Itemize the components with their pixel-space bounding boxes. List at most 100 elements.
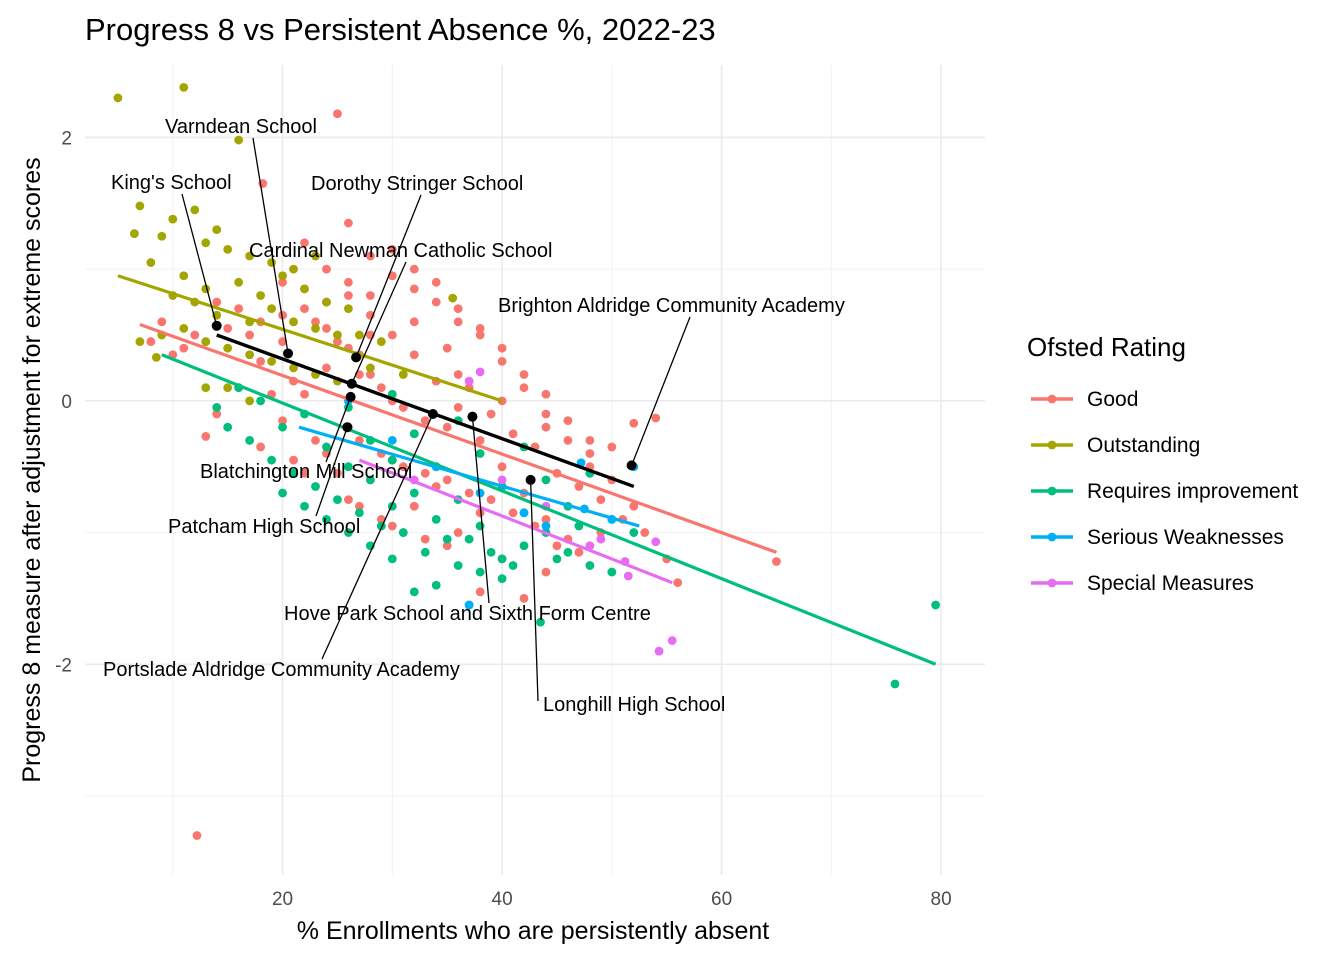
data-point [333,330,342,340]
annotation-label: Portslade Aldridge Community Academy [103,659,460,681]
data-point [431,277,441,287]
data-point [234,135,244,145]
data-point [245,330,255,340]
chart-title: Progress 8 vs Persistent Absence %, 2022… [85,12,716,47]
data-point [651,537,661,547]
data-point [497,462,507,472]
data-point [596,534,606,544]
data-point [344,218,353,228]
data-point [256,356,266,366]
data-point [431,580,441,590]
data-point [135,201,145,211]
data-point [409,350,419,360]
data-point [300,304,309,314]
trend-line-highlight [216,333,635,489]
data-point [113,93,123,103]
trend-line [139,322,778,554]
data-point [453,370,463,379]
data-point [234,277,244,287]
data-point [409,264,419,274]
data-point [256,396,266,406]
data-point [333,337,342,346]
data-point [278,422,287,432]
data-point [464,376,474,386]
data-point [212,403,222,412]
annotation-leader [321,413,434,660]
data-point [409,587,419,597]
y-tick-label: -2 [55,655,72,676]
data-point [311,317,320,327]
data-point [289,363,298,373]
data-point [157,231,167,241]
data-point [508,508,518,518]
legend-key-point [1047,486,1057,496]
data-point [192,831,202,840]
data-point [387,244,397,254]
legend: Ofsted Rating Good Outstanding Requires im… [1027,332,1298,595]
data-point [890,679,900,689]
data-point [223,343,233,353]
data-point [585,435,595,445]
trend-line [117,274,503,403]
data-point [223,324,233,333]
data-point [541,567,551,577]
x-tick-label: 20 [272,889,293,910]
data-point [344,291,353,300]
data-point [486,495,496,505]
data-point [475,508,485,518]
data-point [201,238,211,248]
data-point [475,330,485,340]
trend-line [298,425,640,528]
data-point [387,455,397,465]
data-point [365,370,375,379]
axis-ticks: 20 40 60 80 -2 0 2 [55,128,952,910]
data-point [289,264,298,274]
data-point [519,383,529,393]
y-tick-label: 0 [61,392,72,413]
data-point [607,567,617,577]
data-point [311,435,320,445]
data-point [931,600,941,610]
data-point [146,337,156,346]
data-point [585,449,595,458]
data-point [574,482,584,491]
data-point [541,521,551,531]
x-tick-label: 40 [492,889,513,910]
data-point [552,541,562,551]
annotation-label: Blatchington Mill School [200,461,412,483]
data-point [607,442,617,452]
trend-line [161,353,937,666]
data-point [453,403,463,412]
data-point [151,352,161,362]
annotation-leader [529,479,539,702]
data-point [409,429,419,439]
data-point [344,495,353,505]
annotation-leader [325,396,352,463]
annotation-label: Dorothy Stringer School [311,173,523,195]
x-tick-label: 60 [711,889,732,910]
annotation-leader [471,416,490,604]
legend-label: Special Measures [1087,572,1254,595]
data-point [344,528,353,537]
x-tick-label: 80 [931,889,952,910]
data-point [629,418,639,428]
data-point [179,271,189,281]
data-point [267,304,276,314]
data-point [376,337,386,346]
data-point [278,337,287,346]
data-point [497,554,507,564]
data-point [486,409,496,419]
legend-label: Outstanding [1087,434,1200,457]
data-point [245,435,255,445]
data-point [409,488,419,498]
annotations: Varndean School King's School Dorothy Stri… [103,116,845,716]
data-point [486,547,496,557]
data-point [497,574,507,584]
data-point [519,370,529,379]
data-point [311,324,320,333]
data-point [475,521,485,531]
data-point [508,429,518,439]
legend-label: Good [1087,388,1138,411]
data-point [234,304,244,314]
